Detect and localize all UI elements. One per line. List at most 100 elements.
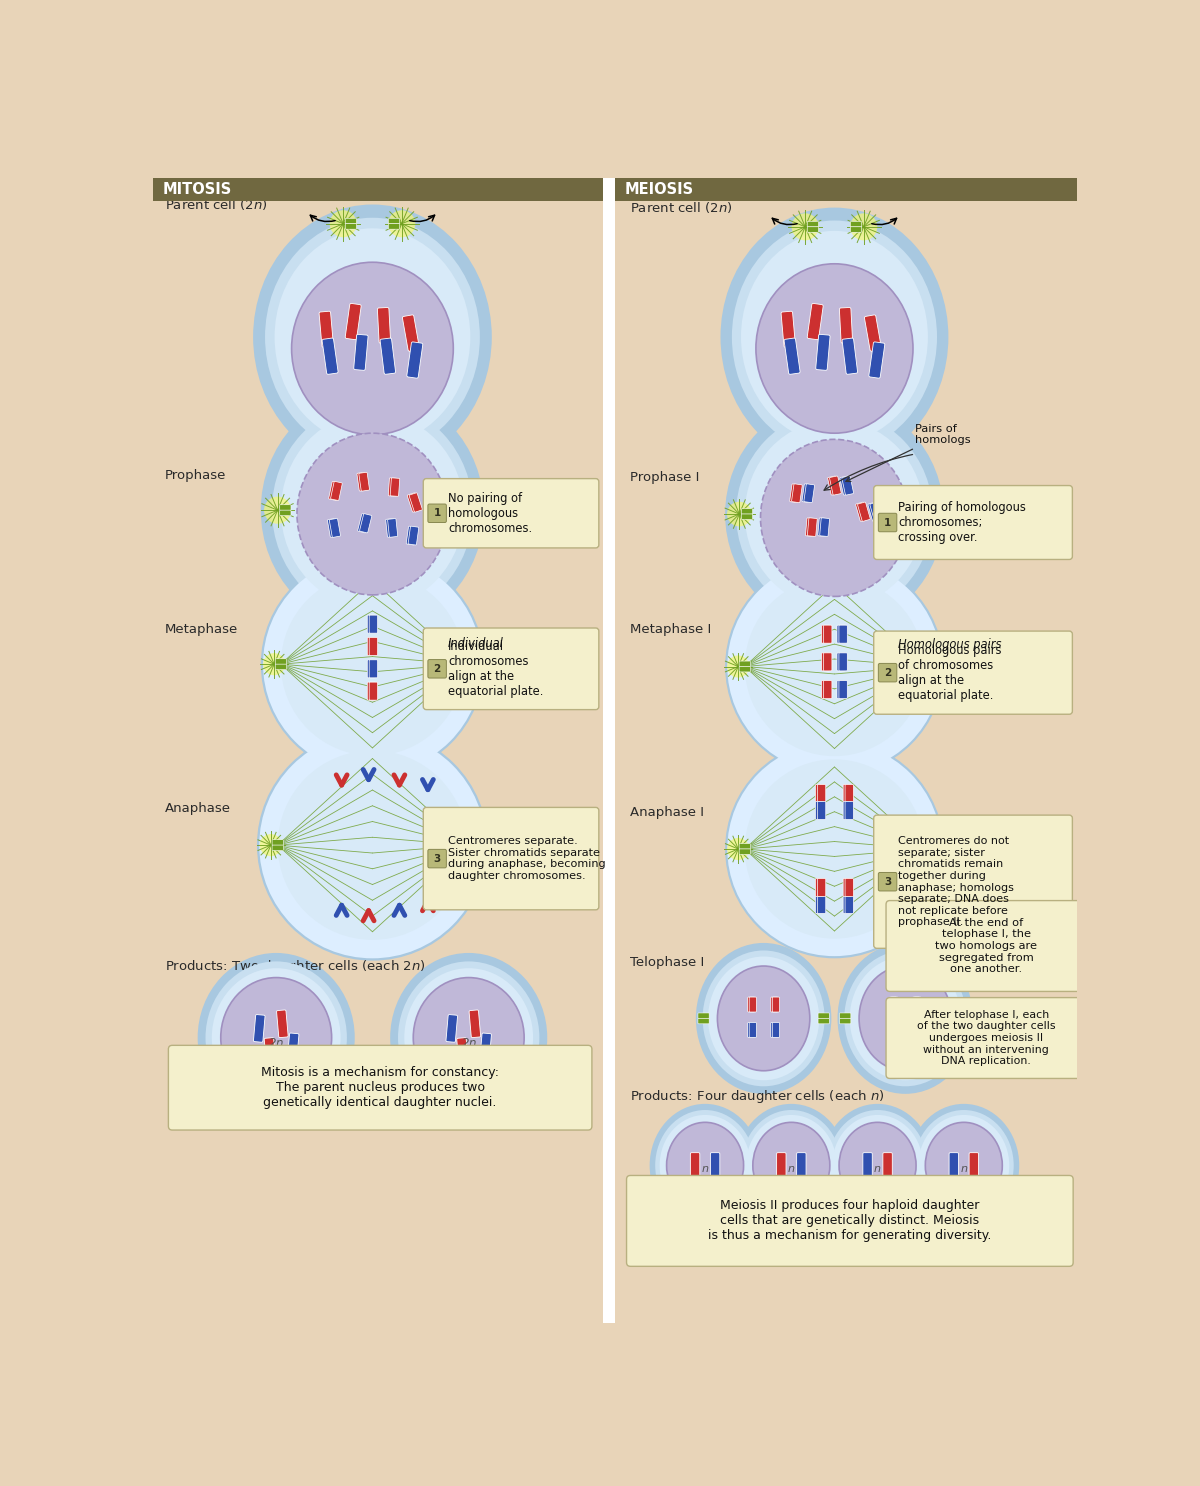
FancyBboxPatch shape [367,660,376,678]
FancyBboxPatch shape [385,519,396,538]
FancyBboxPatch shape [770,997,778,1012]
FancyBboxPatch shape [280,505,290,510]
FancyBboxPatch shape [454,505,466,510]
FancyBboxPatch shape [816,334,830,370]
Ellipse shape [259,834,282,856]
Ellipse shape [703,951,824,1086]
Ellipse shape [850,957,961,1080]
FancyBboxPatch shape [845,801,853,819]
Ellipse shape [263,554,482,774]
FancyBboxPatch shape [914,997,922,1012]
FancyBboxPatch shape [781,311,796,348]
Ellipse shape [756,265,913,434]
FancyBboxPatch shape [358,514,370,533]
FancyBboxPatch shape [823,681,832,698]
FancyBboxPatch shape [817,785,826,802]
FancyBboxPatch shape [917,508,928,514]
Ellipse shape [727,838,749,860]
Ellipse shape [264,496,292,523]
FancyBboxPatch shape [844,785,852,802]
FancyBboxPatch shape [797,1153,806,1178]
FancyBboxPatch shape [424,478,599,548]
FancyBboxPatch shape [457,1037,468,1065]
FancyBboxPatch shape [402,315,420,351]
Ellipse shape [845,951,966,1086]
FancyBboxPatch shape [808,221,818,227]
Ellipse shape [281,572,464,756]
FancyBboxPatch shape [428,850,446,868]
FancyBboxPatch shape [272,840,283,846]
Text: Products: Two daughter cells (each 2$n$): Products: Two daughter cells (each 2$n$) [164,957,425,975]
Ellipse shape [918,1114,1009,1216]
FancyBboxPatch shape [822,626,830,643]
FancyBboxPatch shape [407,493,420,513]
Ellipse shape [925,1122,1002,1208]
FancyBboxPatch shape [840,1018,851,1024]
FancyBboxPatch shape [322,337,338,374]
Ellipse shape [850,214,877,241]
Text: Homologous pairs: Homologous pairs [899,637,1002,651]
Text: $n$: $n$ [960,1164,968,1174]
FancyBboxPatch shape [424,807,599,909]
FancyBboxPatch shape [276,1010,288,1037]
Ellipse shape [832,1114,923,1216]
FancyBboxPatch shape [864,315,882,351]
FancyBboxPatch shape [868,502,881,522]
FancyBboxPatch shape [816,785,824,802]
FancyBboxPatch shape [329,481,341,501]
FancyBboxPatch shape [845,878,853,896]
Ellipse shape [822,1104,934,1227]
FancyBboxPatch shape [770,1022,778,1037]
Text: Centromeres do not
separate; sister
chromatids remain
together during
anaphase; : Centromeres do not separate; sister chro… [899,837,1014,927]
Text: 2: 2 [884,667,892,678]
Text: Parent cell (2$n$): Parent cell (2$n$) [164,198,268,212]
FancyBboxPatch shape [690,1153,700,1178]
Ellipse shape [460,654,481,675]
FancyBboxPatch shape [626,1175,1073,1266]
FancyBboxPatch shape [458,664,469,670]
Text: Individual
chromosomes
align at the
equatorial plate.: Individual chromosomes align at the equa… [448,640,544,698]
Ellipse shape [259,733,486,958]
FancyBboxPatch shape [331,481,342,501]
FancyBboxPatch shape [918,844,930,849]
Ellipse shape [736,568,932,765]
FancyBboxPatch shape [739,849,750,854]
FancyBboxPatch shape [742,514,752,520]
FancyBboxPatch shape [367,615,376,633]
FancyBboxPatch shape [698,1013,709,1018]
FancyBboxPatch shape [817,801,826,819]
FancyBboxPatch shape [616,178,1078,201]
FancyBboxPatch shape [354,334,368,370]
FancyBboxPatch shape [280,510,290,516]
FancyBboxPatch shape [839,308,853,343]
FancyBboxPatch shape [804,484,815,502]
FancyBboxPatch shape [748,997,755,1012]
FancyBboxPatch shape [844,878,852,896]
Ellipse shape [727,502,751,526]
Ellipse shape [752,1122,830,1208]
FancyBboxPatch shape [818,1013,829,1018]
Text: Centromeres separate.
Sister chromatids separate
during anaphase, becoming
daugh: Centromeres separate. Sister chromatids … [448,837,606,881]
FancyBboxPatch shape [869,342,884,377]
FancyBboxPatch shape [822,681,830,698]
FancyBboxPatch shape [407,342,422,377]
FancyBboxPatch shape [346,303,361,340]
FancyBboxPatch shape [828,476,839,495]
Ellipse shape [292,262,454,435]
Ellipse shape [761,440,908,596]
FancyBboxPatch shape [604,178,616,1323]
FancyBboxPatch shape [346,218,356,224]
FancyBboxPatch shape [356,473,367,490]
FancyBboxPatch shape [851,227,862,232]
FancyBboxPatch shape [776,1153,786,1178]
Ellipse shape [275,229,470,446]
FancyBboxPatch shape [275,658,287,664]
Ellipse shape [655,1110,755,1221]
FancyBboxPatch shape [428,660,446,678]
FancyBboxPatch shape [844,896,852,914]
FancyBboxPatch shape [842,476,853,495]
Text: Pairing of homologous
chromosomes;
crossing over.: Pairing of homologous chromosomes; cross… [899,501,1026,544]
FancyBboxPatch shape [836,626,845,643]
Ellipse shape [919,838,942,860]
FancyBboxPatch shape [889,1022,896,1037]
